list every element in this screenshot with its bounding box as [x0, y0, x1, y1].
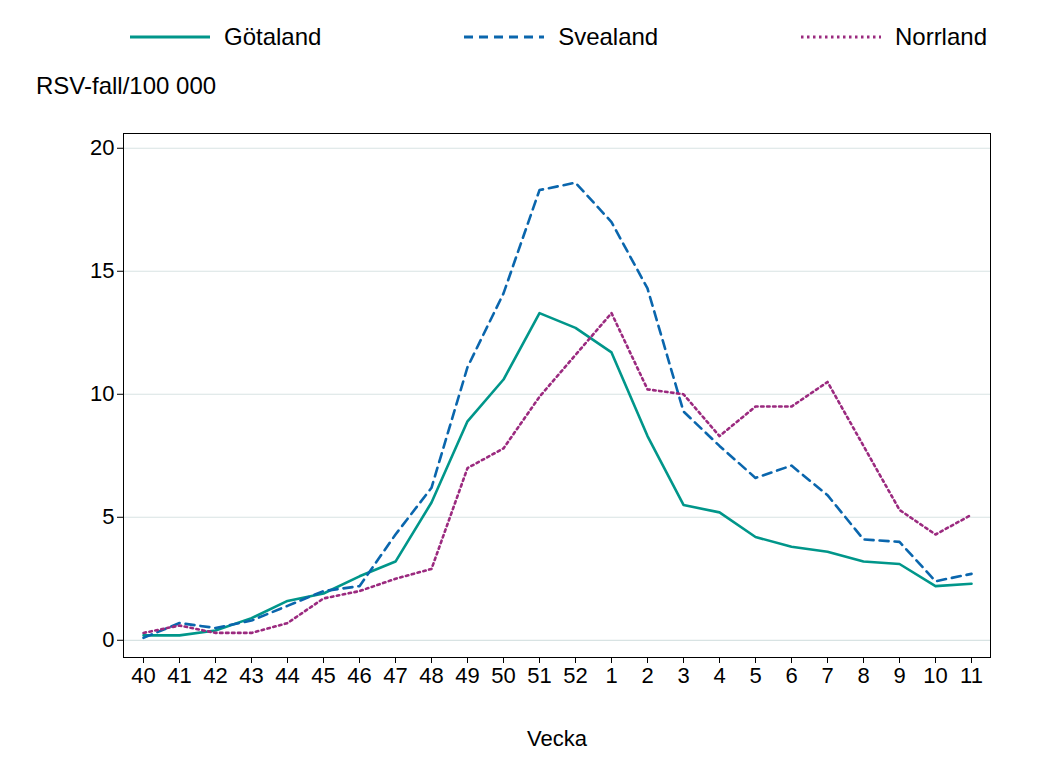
svg-text:48: 48: [419, 663, 443, 688]
svg-text:45: 45: [311, 663, 335, 688]
svg-text:44: 44: [275, 663, 299, 688]
svg-text:0: 0: [102, 627, 114, 652]
svg-text:42: 42: [203, 663, 227, 688]
svg-text:8: 8: [857, 663, 869, 688]
svg-text:40: 40: [131, 663, 155, 688]
svg-text:2: 2: [641, 663, 653, 688]
svg-text:5: 5: [102, 504, 114, 529]
svg-text:7: 7: [821, 663, 833, 688]
svg-text:4: 4: [713, 663, 725, 688]
svg-text:52: 52: [563, 663, 587, 688]
svg-text:Vecka: Vecka: [527, 726, 588, 751]
svg-text:11: 11: [960, 663, 983, 688]
svg-text:41: 41: [167, 663, 191, 688]
svg-text:10: 10: [90, 381, 114, 406]
svg-text:1: 1: [605, 663, 617, 688]
svg-text:10: 10: [923, 663, 947, 688]
svg-text:46: 46: [347, 663, 371, 688]
svg-text:20: 20: [90, 135, 114, 160]
svg-text:43: 43: [239, 663, 263, 688]
svg-text:50: 50: [491, 663, 515, 688]
html-text:Svealand: Svealand: [558, 23, 659, 50]
svg-text:9: 9: [893, 663, 905, 688]
svg-text:15: 15: [90, 258, 114, 283]
html-text:Norrland: Norrland: [895, 23, 987, 50]
svg-text:3: 3: [677, 663, 689, 688]
svg-text:6: 6: [785, 663, 797, 688]
html-text:RSV-fall/100 000: RSV-fall/100 000: [36, 72, 217, 99]
svg-text:49: 49: [455, 663, 479, 688]
svg-text:5: 5: [749, 663, 761, 688]
svg-text:47: 47: [383, 663, 407, 688]
svg-text:51: 51: [527, 663, 551, 688]
html-text:Götaland: Götaland: [224, 23, 322, 50]
